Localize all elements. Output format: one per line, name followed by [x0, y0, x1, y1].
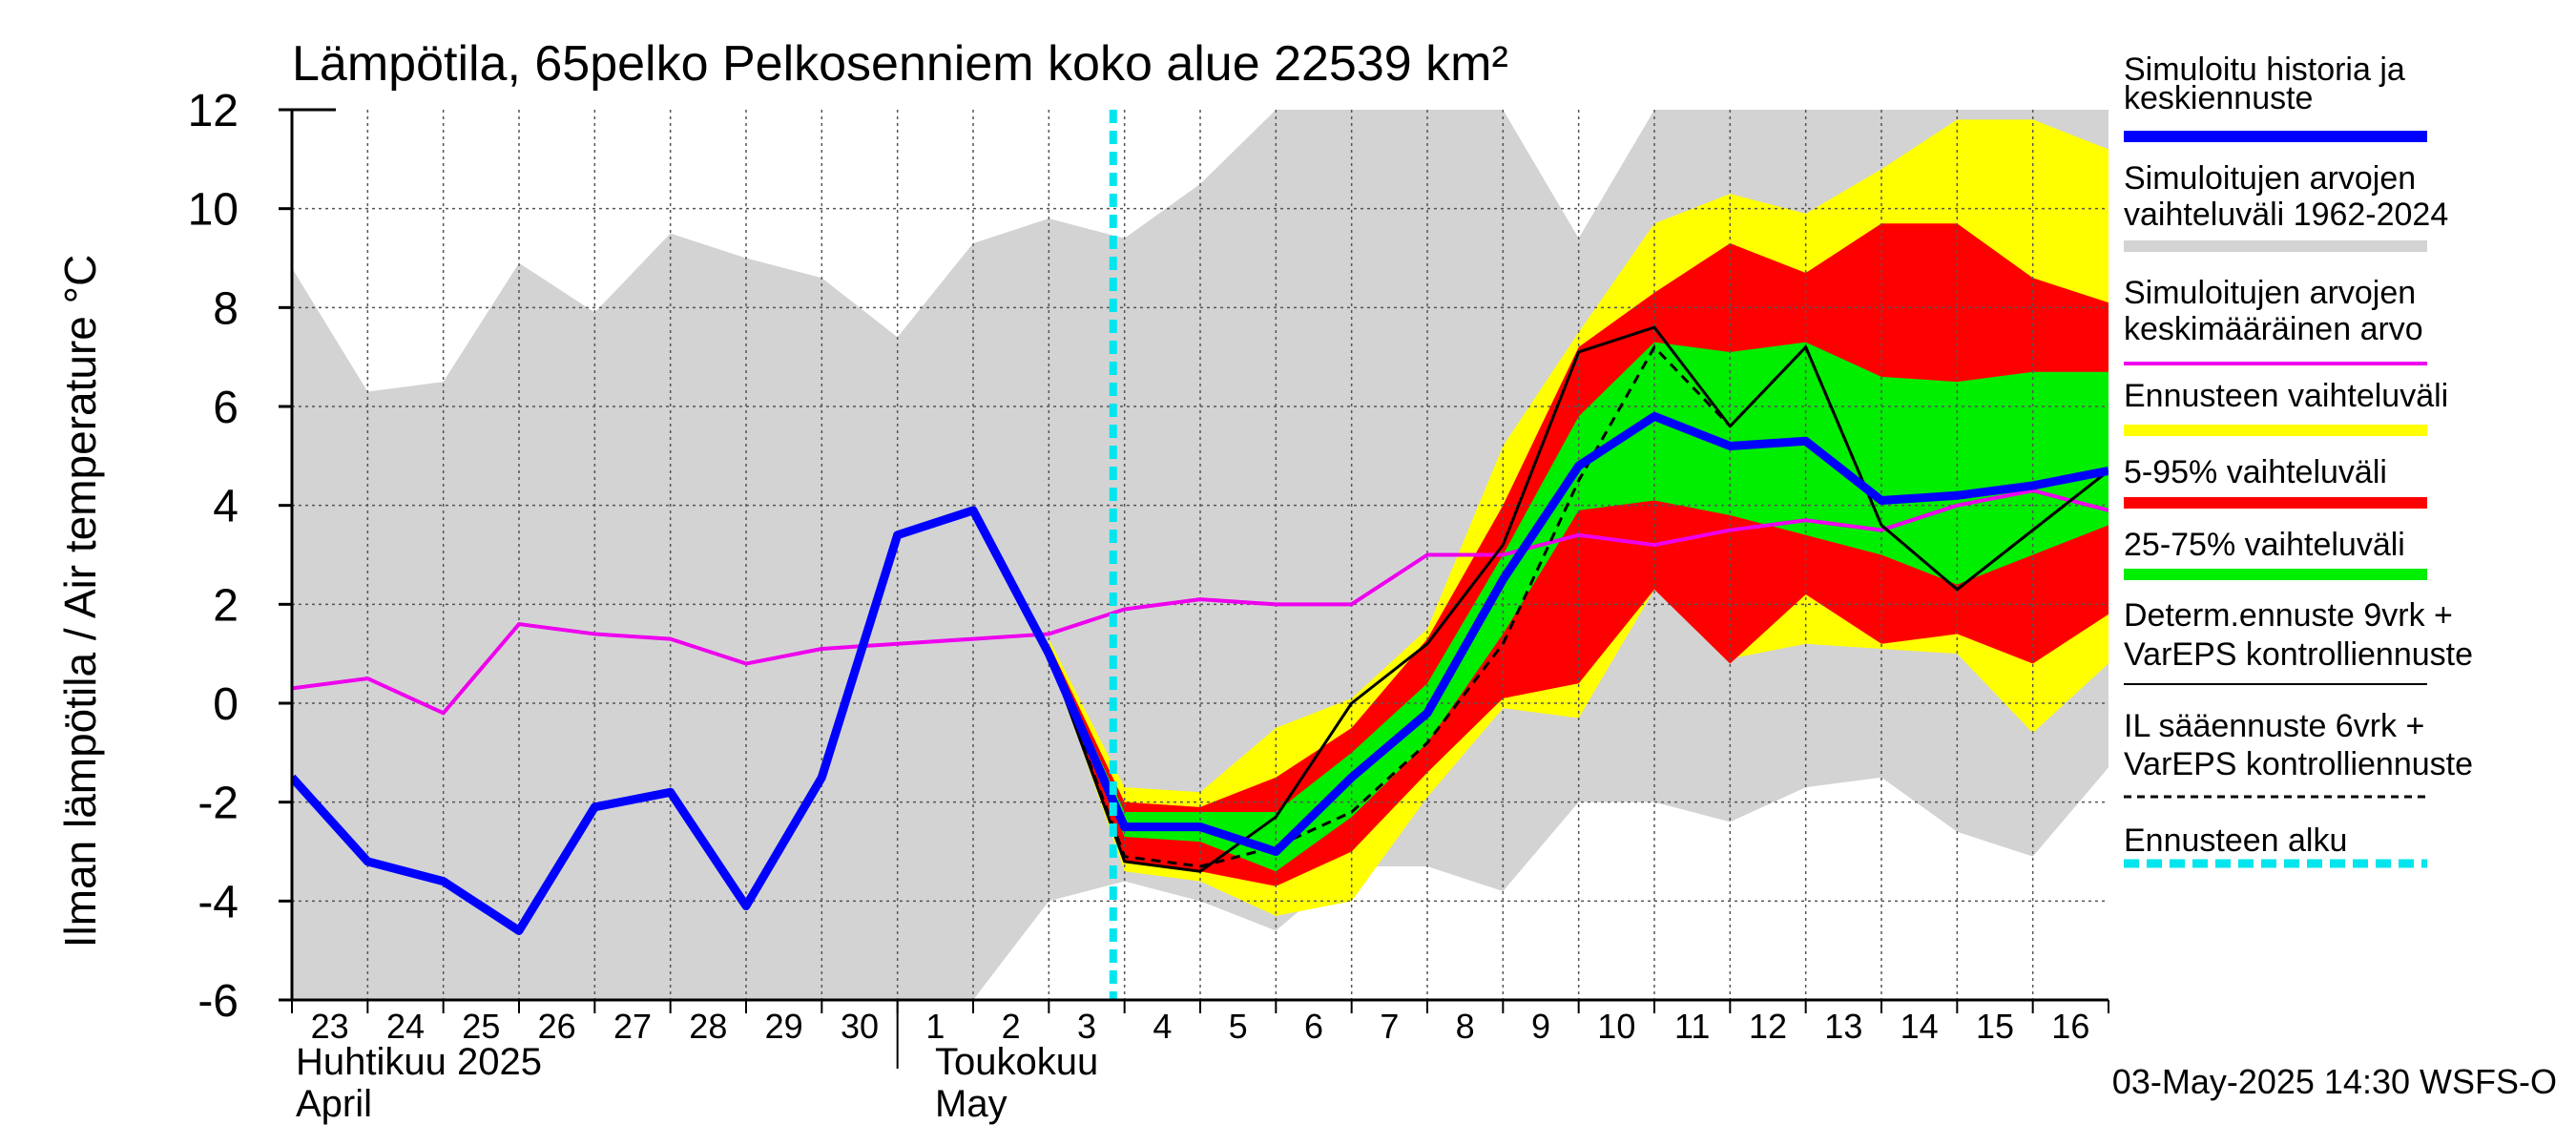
- y-tick-label: 2: [213, 580, 239, 631]
- x-tick-label: 3: [1077, 1007, 1096, 1046]
- month-label-en: April: [296, 1083, 372, 1125]
- chart-title: Lämpötila, 65pelko Pelkosenniem koko alu…: [292, 36, 1508, 92]
- y-tick-label: 6: [213, 383, 239, 433]
- month-label-fi: Toukokuu: [935, 1041, 1098, 1083]
- series-simuloitu-historia-ja-keskiennuste: [292, 411, 2109, 935]
- x-tick-label: 14: [1901, 1007, 1939, 1046]
- x-tick-label: 4: [1153, 1007, 1172, 1046]
- legend-label: 25-75% vaihteluväli: [2124, 527, 2405, 563]
- legend-label: IL sääennuste 6vrk +: [2124, 708, 2424, 744]
- y-tick-label: -4: [197, 877, 239, 927]
- y-tick-label: -2: [197, 779, 239, 829]
- y-tick-label: 10: [188, 185, 239, 236]
- x-tick-label: 15: [1976, 1007, 2014, 1046]
- x-tick-label: 29: [765, 1007, 803, 1046]
- series-simuloitujen-arvojen-keskim-r-inen-arvo: [292, 489, 2109, 716]
- series-il-s-ennuste-6vrk-vareps-kontrolliennuste: [1047, 345, 2109, 868]
- x-tick-label: 9: [1531, 1007, 1550, 1046]
- month-label-fi: Huhtikuu 2025: [296, 1041, 542, 1083]
- y-axis-label: Ilman lämpötila / Air temperature °C: [55, 255, 105, 948]
- legend-label: VarEPS kontrolliennuste: [2124, 746, 2473, 782]
- x-tick-label: 10: [1597, 1007, 1635, 1046]
- x-tick-label: 25: [462, 1007, 500, 1046]
- plot-area: [292, 110, 2109, 1000]
- legend-label: keskiennuste: [2124, 80, 2313, 116]
- legend-label: Ennusteen alku: [2124, 822, 2347, 859]
- x-tick-label: 26: [538, 1007, 576, 1046]
- legend-label: Simuloitujen arvojen: [2124, 275, 2416, 311]
- legend-label: Determ.ennuste 9vrk +: [2124, 597, 2453, 634]
- legend-label: Simuloitujen arvojen: [2124, 160, 2416, 197]
- x-tick-label: 16: [2051, 1007, 2089, 1046]
- y-tick-label: 12: [188, 86, 239, 136]
- x-tick-label: 28: [689, 1007, 727, 1046]
- x-tick-label: 13: [1824, 1007, 1862, 1046]
- x-tick-label: 2: [1002, 1007, 1021, 1046]
- footer-timestamp: 03-May-2025 14:30 WSFS-O: [2112, 1062, 2557, 1101]
- plot-clip-group: [292, 110, 2109, 1000]
- legend-label: vaihteluväli 1962-2024: [2124, 197, 2448, 233]
- legend-label: keskimääräinen arvo: [2124, 311, 2423, 347]
- y-tick-label: 8: [213, 283, 239, 334]
- month-label-en: May: [935, 1083, 1008, 1125]
- legend-label: Ennusteen vaihteluväli: [2124, 378, 2448, 414]
- y-tick-label: 0: [213, 679, 239, 730]
- x-tick-label: 5: [1229, 1007, 1248, 1046]
- legend-label: VarEPS kontrolliennuste: [2124, 636, 2473, 673]
- legend-label: Simuloitu historia ja: [2124, 52, 2405, 88]
- x-tick-label: 1: [925, 1007, 945, 1046]
- x-tick-label: 23: [311, 1007, 349, 1046]
- x-tick-label: 12: [1749, 1007, 1787, 1046]
- x-tick-label: 8: [1456, 1007, 1475, 1046]
- x-tick-label: 30: [841, 1007, 879, 1046]
- x-tick-label: 27: [613, 1007, 652, 1046]
- x-tick-label: 24: [386, 1007, 425, 1046]
- y-tick-label: 4: [213, 482, 239, 532]
- x-tick-label: 7: [1380, 1007, 1399, 1046]
- x-tick-label: 6: [1304, 1007, 1323, 1046]
- legend-label: 5-95% vaihteluväli: [2124, 454, 2387, 490]
- x-tick-label: 11: [1674, 1007, 1710, 1046]
- y-tick-label: -6: [197, 976, 239, 1027]
